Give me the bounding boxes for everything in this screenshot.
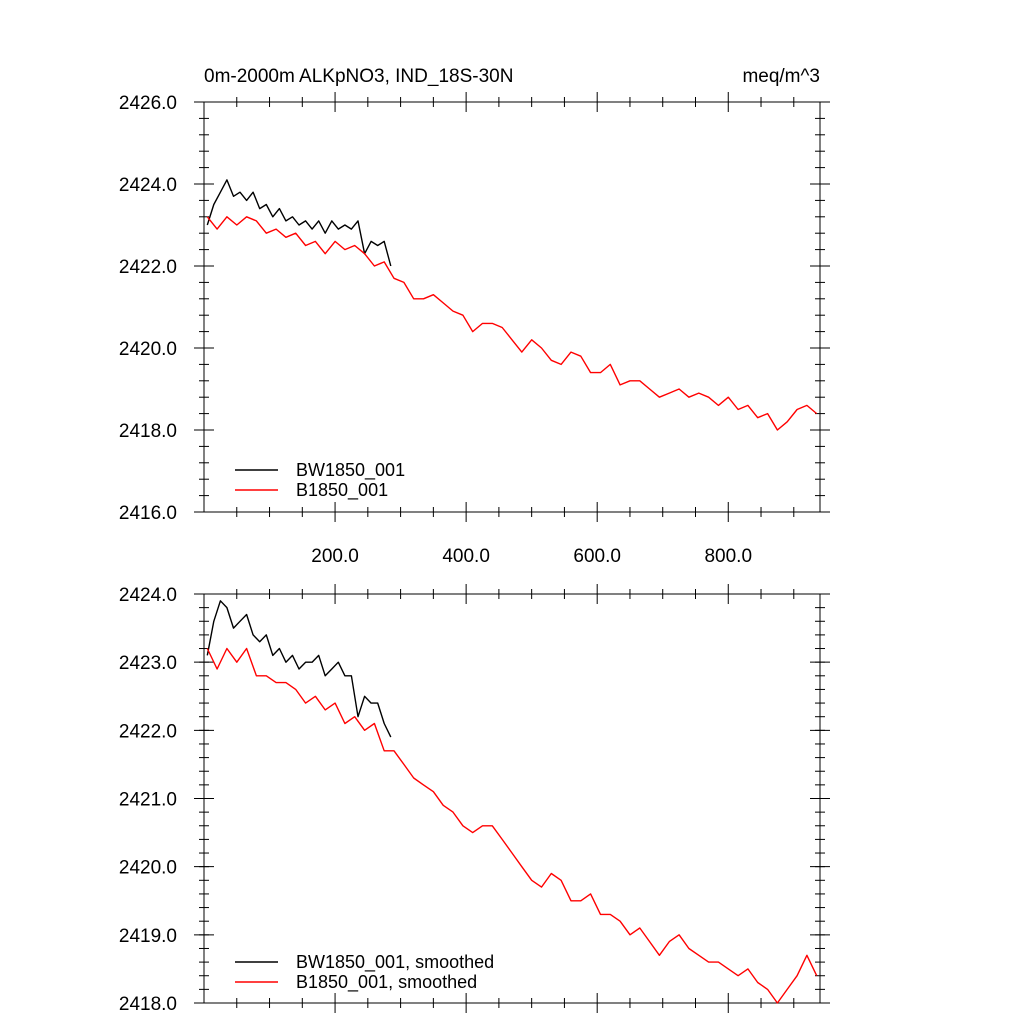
bottom-panel: 2418.0 2419.0 2420.0 2421.0 2422.0 2423.0 2424… bbox=[119, 584, 830, 1015]
plot-frame bbox=[203, 101, 821, 513]
legend-label: BW1850_001, smoothed bbox=[296, 952, 494, 973]
plot-frame bbox=[203, 593, 821, 1004]
y-tick-label: 2424.0 bbox=[119, 585, 177, 606]
y-tick-label: 2416.0 bbox=[119, 503, 177, 524]
x-tick-label: 400.0 bbox=[442, 546, 490, 567]
x-tick-label: 600.0 bbox=[573, 546, 621, 567]
y-tick-label: 2426.0 bbox=[119, 93, 177, 114]
y-tick-label: 2424.0 bbox=[119, 175, 177, 196]
units-label: meq/m^3 bbox=[742, 66, 820, 87]
y-tick-label: 2422.0 bbox=[119, 257, 177, 278]
legend-label: B1850_001 bbox=[296, 480, 388, 501]
series-line bbox=[206, 647, 818, 1004]
y-tick-label: 2422.0 bbox=[119, 721, 177, 742]
series-line bbox=[206, 216, 818, 431]
x-tick-label: 200.0 bbox=[311, 546, 359, 567]
y-tick-label: 2418.0 bbox=[119, 421, 177, 442]
top-panel: 0m-2000m ALKpNO3, IND_18S-30N meq/m^3 24… bbox=[119, 66, 830, 567]
chart-title: 0m-2000m ALKpNO3, IND_18S-30N bbox=[204, 66, 513, 87]
y-tick-label: 2420.0 bbox=[119, 858, 177, 879]
y-tick-label: 2420.0 bbox=[119, 339, 177, 360]
series-line bbox=[206, 600, 392, 738]
y-tick-label: 2421.0 bbox=[119, 790, 177, 811]
legend-label: B1850_001, smoothed bbox=[296, 972, 477, 993]
legend-label: BW1850_001 bbox=[296, 460, 405, 481]
x-tick-label: 800.0 bbox=[704, 546, 752, 567]
y-tick-label: 2418.0 bbox=[119, 994, 177, 1015]
series-line bbox=[206, 179, 392, 267]
y-tick-label: 2419.0 bbox=[119, 926, 177, 947]
y-tick-label: 2423.0 bbox=[119, 653, 177, 674]
